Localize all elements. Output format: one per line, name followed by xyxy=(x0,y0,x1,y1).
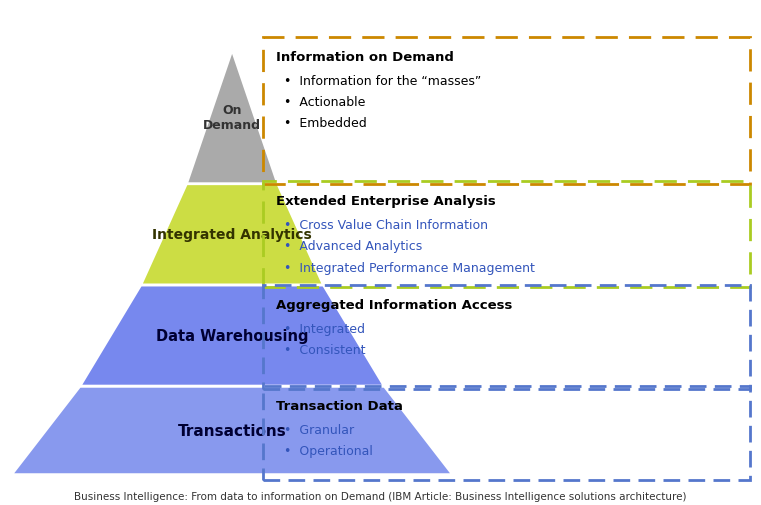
Bar xyxy=(263,285,750,389)
Text: Aggregated Information Access: Aggregated Information Access xyxy=(276,298,513,311)
Bar xyxy=(263,182,750,288)
Bar xyxy=(263,38,750,184)
Text: Transactions: Transactions xyxy=(178,423,286,438)
Text: •  Granular: • Granular xyxy=(284,423,354,436)
Polygon shape xyxy=(80,285,384,386)
Text: •  Embedded: • Embedded xyxy=(284,117,367,130)
Text: •  Consistent: • Consistent xyxy=(284,343,365,357)
Polygon shape xyxy=(186,50,278,184)
Text: •  Advanced Analytics: • Advanced Analytics xyxy=(284,240,422,253)
Text: •  Cross Value Chain Information: • Cross Value Chain Information xyxy=(284,219,488,232)
Text: Integrated Analytics: Integrated Analytics xyxy=(152,228,312,242)
Bar xyxy=(263,386,750,480)
Text: •  Actionable: • Actionable xyxy=(284,96,365,109)
Text: Transaction Data: Transaction Data xyxy=(276,399,403,412)
Text: Extended Enterprise Analysis: Extended Enterprise Analysis xyxy=(276,194,496,208)
Polygon shape xyxy=(141,184,323,285)
Text: Business Intelligence: From data to information on Demand (IBM Article: Business: Business Intelligence: From data to info… xyxy=(75,491,686,501)
Text: On
Demand: On Demand xyxy=(203,104,261,131)
Text: •  Operational: • Operational xyxy=(284,444,373,458)
Text: •  Information for the “masses”: • Information for the “masses” xyxy=(284,75,481,88)
Polygon shape xyxy=(11,386,453,475)
Text: •  Integrated Performance Management: • Integrated Performance Management xyxy=(284,261,535,274)
Text: Information on Demand: Information on Demand xyxy=(276,50,454,64)
Text: Data Warehousing: Data Warehousing xyxy=(156,328,308,343)
Text: •  Integrated: • Integrated xyxy=(284,322,365,335)
